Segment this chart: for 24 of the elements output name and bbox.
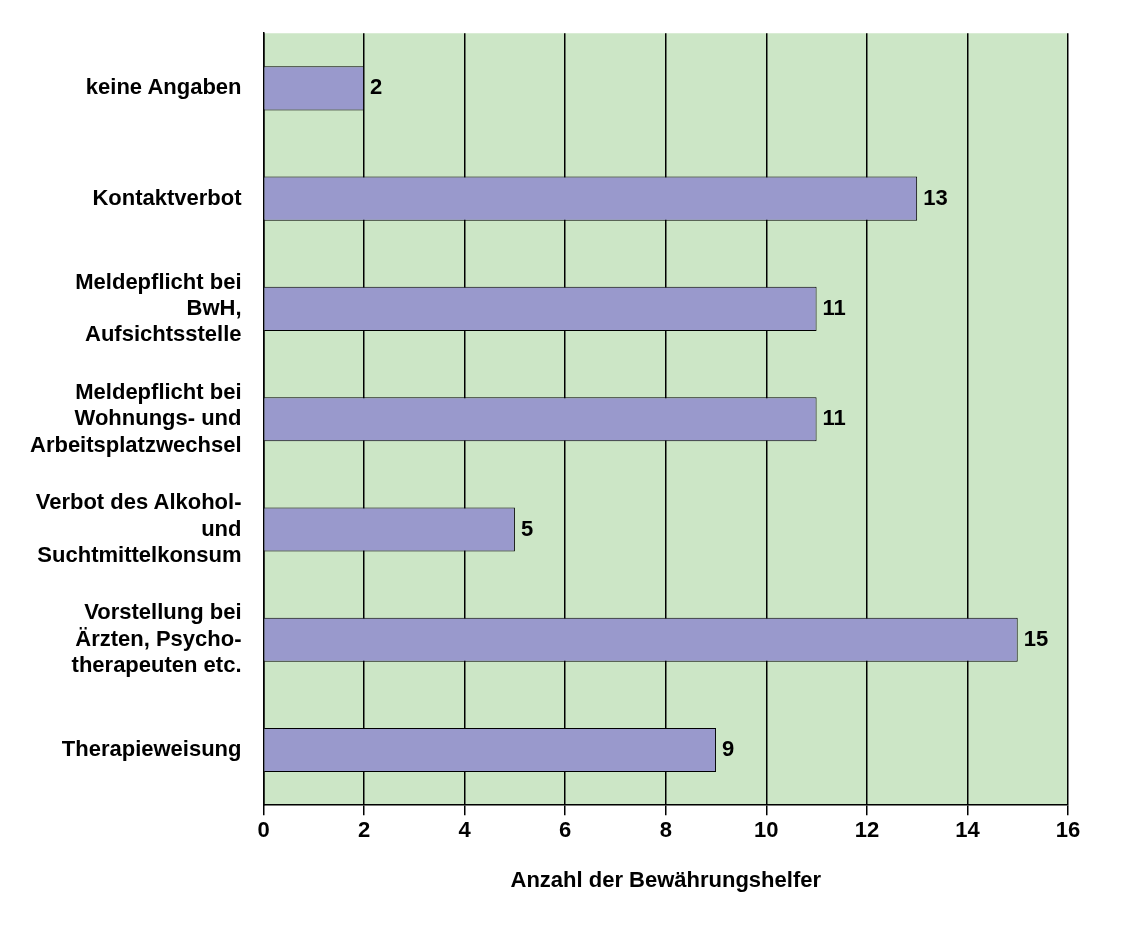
x-tick-label: 12	[854, 817, 880, 843]
x-tick-label: 16	[1055, 817, 1081, 843]
x-tick-label: 14	[955, 817, 981, 843]
x-tick-label: 2	[357, 817, 371, 843]
y-tick-label: keine Angaben	[85, 74, 242, 100]
x-tick-label: 4	[458, 817, 472, 843]
y-tick-label: Meldepflicht bei Wohnungs- und Arbeitsplatzwechsel	[30, 378, 242, 457]
data-label: 9	[722, 736, 735, 762]
data-label: 13	[923, 184, 948, 210]
data-label: 5	[520, 515, 534, 541]
x-axis-title: Anzahl der Bewährungshelfer	[510, 866, 822, 892]
x-tick-label: 8	[659, 817, 672, 843]
data-label: 11	[822, 294, 846, 320]
y-tick-label: Therapieweisung	[61, 736, 242, 762]
x-tick-label: 10	[754, 817, 779, 843]
x-tick-label: 0	[257, 817, 270, 843]
y-tick-label: Verbot des Alkohol- und Suchtmittelkonsum	[35, 489, 242, 567]
x-tick-label: 6	[559, 817, 572, 843]
y-tick-label: Vorstellung bei Ärzten, Psycho-therapeuten etc.	[71, 599, 242, 678]
y-tick-label: Meldepflicht bei BwH, Aufsichtsstelle	[75, 268, 242, 347]
data-label: 2	[370, 74, 383, 100]
data-label: 15	[1023, 625, 1049, 651]
data-label: 11	[822, 405, 846, 431]
y-tick-label: Kontaktverbot	[92, 184, 243, 210]
